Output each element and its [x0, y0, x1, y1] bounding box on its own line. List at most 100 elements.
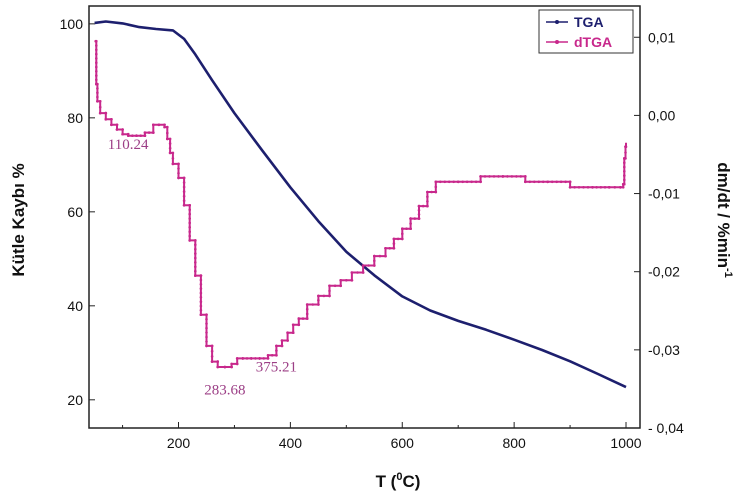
dtga-point	[96, 82, 99, 86]
dtga-point	[177, 167, 180, 170]
dtga-point	[199, 283, 203, 286]
dtga-point	[96, 87, 99, 90]
dtga-point	[350, 271, 354, 274]
y-right-tick-label: -0,02	[648, 264, 680, 280]
peak-annotation: 283.68	[204, 382, 245, 398]
dtga-point	[230, 365, 233, 369]
dtga-point	[194, 261, 197, 264]
dtga-point	[492, 175, 496, 178]
dtga-point	[291, 323, 295, 327]
dtga-point	[434, 180, 438, 184]
dtga-point	[95, 74, 98, 77]
series-tga-line	[94, 20, 627, 389]
dtga-point	[417, 208, 421, 212]
y-right-tick-label: -0,03	[648, 342, 680, 358]
dtga-point	[205, 313, 208, 317]
dtga-point	[95, 39, 98, 43]
x-tick-label: 1000	[610, 435, 641, 451]
dtga-point	[599, 186, 603, 189]
dtga-point	[171, 162, 175, 166]
dtga-point	[163, 125, 166, 129]
dtga-point	[603, 186, 607, 189]
dtga-point	[223, 365, 227, 369]
dtga-point	[205, 344, 208, 348]
dtga-point	[541, 180, 545, 184]
legend-dtga-label: dTGA	[574, 34, 612, 50]
dtga-point	[98, 100, 102, 103]
dtga-point	[177, 176, 180, 180]
dtga-point	[621, 186, 625, 189]
dtga-point	[235, 357, 239, 360]
dtga-point	[205, 322, 208, 325]
dtga-point	[210, 355, 214, 358]
dtga-point	[591, 186, 594, 189]
dtga-point	[188, 226, 191, 229]
dtga-point	[135, 134, 138, 137]
dtga-point	[230, 362, 233, 366]
dtga-point	[96, 100, 99, 103]
dtga-point	[194, 247, 197, 251]
dtga-point	[623, 165, 626, 169]
dtga-point	[461, 180, 465, 184]
dtga-point	[171, 157, 175, 160]
dtga-point	[624, 145, 628, 148]
dtga-point	[322, 294, 326, 298]
dtga-point	[270, 354, 274, 357]
dtga-point	[624, 157, 627, 160]
dtga-point	[131, 134, 134, 137]
dtga-point	[350, 279, 354, 282]
dtga-point	[510, 175, 514, 178]
dtga-point	[426, 195, 429, 198]
dtga-point	[339, 284, 343, 288]
dtga-point	[104, 111, 108, 115]
dtga-point	[188, 221, 191, 225]
dtga-point	[121, 132, 124, 136]
dtga-point	[98, 111, 102, 115]
dtga-point	[188, 230, 191, 233]
y-right-tick-label: -0,01	[648, 186, 680, 202]
series-dtga-markers	[94, 39, 628, 369]
dtga-point	[266, 357, 270, 360]
plot-frame	[88, 5, 641, 429]
dtga-point	[275, 344, 278, 348]
dtga-point	[388, 247, 392, 250]
x-tick-label: 400	[279, 435, 303, 451]
dtga-point	[258, 357, 261, 360]
dtga-point	[373, 264, 376, 267]
dtga-point	[456, 180, 460, 184]
y-left-tick-label: 100	[60, 16, 84, 32]
dtga-point	[564, 180, 567, 184]
dtga-point	[126, 134, 130, 137]
y-left-tick-label: 60	[67, 204, 83, 220]
dtga-point	[417, 213, 421, 216]
dtga-point	[373, 254, 376, 258]
dtga-point	[168, 151, 172, 155]
dtga-point	[166, 131, 169, 135]
y-right-tick-label: 0,00	[648, 107, 675, 123]
dtga-point	[623, 178, 626, 182]
annotation-layer: 110.24 283.68 375.21	[108, 137, 297, 398]
dtga-point	[401, 237, 404, 241]
dtga-point	[286, 339, 289, 342]
dtga-point	[205, 326, 208, 330]
dtga-point	[568, 186, 572, 189]
dtga-point	[182, 204, 186, 207]
dtga-point	[607, 186, 611, 189]
dtga-point	[619, 186, 622, 189]
dtga-point	[413, 217, 417, 220]
dtga-point	[95, 78, 98, 82]
dtga-point	[199, 309, 203, 312]
dtga-point	[501, 175, 505, 178]
dtga-point	[305, 312, 309, 316]
dtga-point	[205, 331, 208, 334]
tick-layer: 200 400 600 800 1000 20 40 60 80 100 0,01 0,00 -0,01…	[60, 16, 684, 451]
y-right-tick-label: 0,01	[648, 29, 675, 45]
legend: TGA dTGA	[538, 9, 634, 54]
dtga-point	[168, 137, 172, 141]
dtga-point	[199, 278, 203, 282]
legend-tga-label: TGA	[574, 14, 604, 30]
dtga-point	[577, 186, 581, 189]
dtga-point	[479, 180, 482, 184]
y-right-axis-title: dm/dt / %min-1	[714, 162, 734, 278]
